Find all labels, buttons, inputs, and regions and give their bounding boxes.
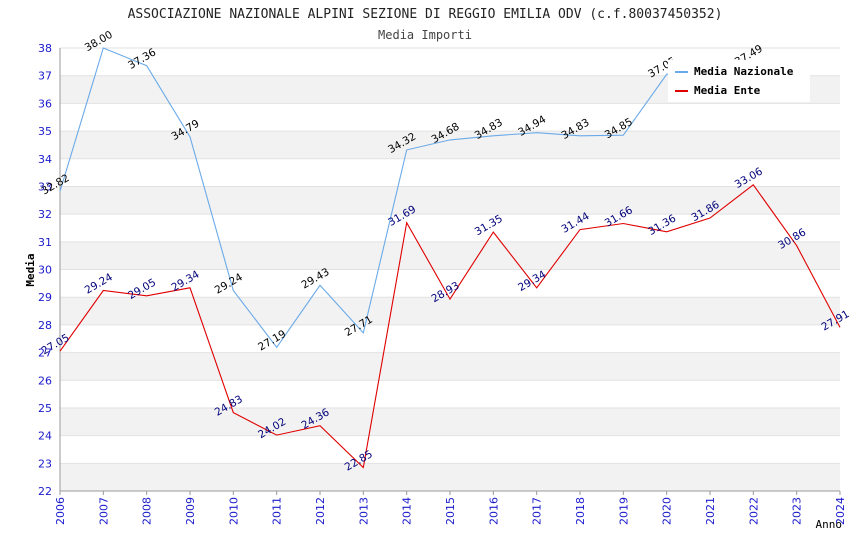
x-tick-label: 2024 <box>834 497 847 525</box>
chart-title: ASSOCIAZIONE NAZIONALE ALPINI SEZIONE DI… <box>128 7 723 22</box>
x-tick-label: 2009 <box>184 497 197 525</box>
y-tick-label: 32 <box>38 208 52 221</box>
legend-box <box>668 60 810 102</box>
grid-band <box>60 131 840 159</box>
x-axis-title: Anno <box>816 518 843 531</box>
x-tick-label: 2023 <box>791 497 804 525</box>
grid-band <box>60 352 840 381</box>
x-tick-label: 2019 <box>617 497 630 525</box>
x-tick-label: 2022 <box>747 497 760 525</box>
x-tick-label: 2008 <box>141 497 154 525</box>
x-tick-label: 2016 <box>487 497 500 525</box>
data-label: 31.36 <box>646 212 678 238</box>
x-tick-label: 2017 <box>531 497 544 525</box>
grid-band <box>60 186 840 215</box>
x-tick-labels: 2006 2007 2008 2009 2010 2011 2012 2013 2014 2015… <box>54 491 847 525</box>
y-tick-label: 28 <box>38 319 52 332</box>
y-tick-label: 36 <box>38 97 52 110</box>
x-tick-label: 2021 <box>704 497 717 525</box>
legend-label-nazionale: Media Nazionale <box>694 65 794 78</box>
y-tick-label: 31 <box>38 236 52 249</box>
x-tick-label: 2014 <box>401 497 414 525</box>
x-tick-label: 2010 <box>227 497 240 525</box>
grid-band <box>60 463 840 491</box>
y-tick-label: 29 <box>38 291 52 304</box>
y-tick-label: 37 <box>38 70 52 83</box>
y-tick-label: 23 <box>38 457 52 470</box>
series-lines <box>59 47 841 469</box>
grid-band <box>60 297 840 325</box>
y-tick-label: 30 <box>38 264 52 277</box>
chart-subtitle: Media Importi <box>378 28 472 42</box>
legend-label-ente: Media Ente <box>694 84 761 97</box>
y-tick-label: 25 <box>38 402 52 415</box>
series-line-0 <box>59 47 754 349</box>
x-tick-label: 2006 <box>54 497 67 525</box>
y-axis-title: Media <box>24 253 37 286</box>
y-tick-label: 26 <box>38 374 52 387</box>
grid-band <box>60 407 840 436</box>
y-tick-label: 33 <box>38 180 52 193</box>
x-tick-label: 2015 <box>444 497 457 525</box>
grid-band <box>60 241 840 270</box>
y-tick-labels: 22 23 24 25 26 27 28 29 30 31 32 33 34 35 36 37 38 <box>38 42 52 498</box>
data-label: 29.34 <box>169 268 201 294</box>
data-label: 29.34 <box>516 268 548 294</box>
x-tick-label: 2020 <box>661 497 674 525</box>
x-tick-label: 2012 <box>314 497 327 525</box>
data-label: 31.35 <box>473 213 505 238</box>
data-label: 27.19 <box>256 328 288 353</box>
x-tick-label: 2011 <box>271 497 284 525</box>
grid-bands <box>60 75 840 491</box>
y-tick-label: 22 <box>38 485 52 498</box>
y-tick-label: 24 <box>38 430 52 443</box>
y-tick-label: 34 <box>38 153 52 166</box>
y-tick-label: 38 <box>38 42 52 55</box>
x-tick-label: 2013 <box>357 497 370 525</box>
series-line-1 <box>59 184 841 469</box>
x-tick-label: 2018 <box>574 497 587 525</box>
x-tick-label: 2007 <box>97 497 110 525</box>
data-label: 29.24 <box>83 271 115 297</box>
legend: Media Nazionale Media Ente <box>668 60 810 102</box>
y-tick-label: 35 <box>38 125 52 138</box>
data-label: 37.36 <box>126 46 158 72</box>
y-tick-label: 27 <box>38 347 52 360</box>
